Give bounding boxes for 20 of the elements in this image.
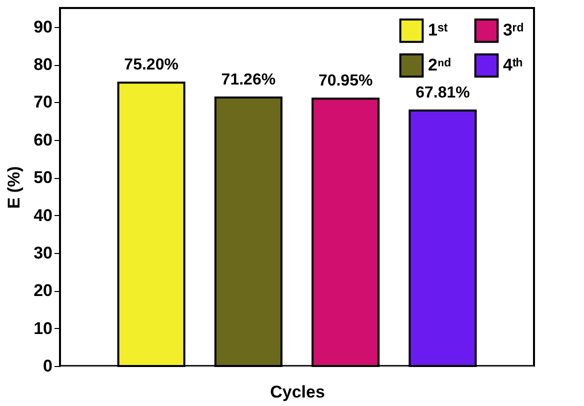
- y-tick-label: 50: [34, 168, 52, 188]
- x-axis-title: Cycles: [270, 382, 325, 402]
- y-axis-title: E (%): [4, 166, 24, 209]
- y-tick-label: 80: [34, 55, 52, 74]
- y-tick-label: 30: [34, 243, 52, 262]
- y-tick-label: 20: [34, 281, 52, 300]
- y-tick-label: 10: [34, 318, 52, 338]
- y-tick-label: 0: [43, 356, 52, 376]
- data-label: 70.95%: [318, 72, 373, 90]
- y-tick-label: 60: [34, 130, 52, 150]
- legend-label: 4ᵗʰ: [503, 56, 522, 74]
- legend-label: 2ⁿᵈ: [428, 56, 452, 74]
- data-label: 71.26%: [221, 71, 276, 88]
- data-label: 67.81%: [416, 84, 470, 102]
- data-label: 75.20%: [124, 56, 178, 74]
- y-tick-label: 40: [34, 206, 52, 225]
- y-tick-label: 90: [34, 17, 52, 36]
- legend-label: 1ˢᵗ: [428, 20, 448, 40]
- y-tick-label: 70: [34, 92, 52, 112]
- legend-label: 3ʳᵈ: [503, 20, 524, 40]
